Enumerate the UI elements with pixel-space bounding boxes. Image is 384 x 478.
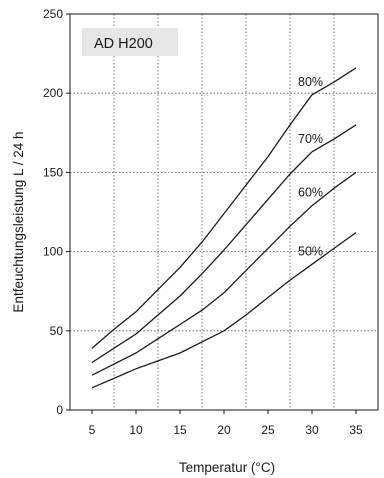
y-tick-label: 200 (43, 86, 63, 100)
y-tick-label: 50 (50, 324, 64, 338)
series-line-50pct (91, 232, 357, 389)
series-line-80pct (91, 67, 357, 349)
x-tick-label: 20 (217, 423, 231, 437)
x-tick-label: 30 (305, 423, 319, 437)
x-tick-label: 15 (173, 423, 187, 437)
y-tick-label: 250 (43, 7, 63, 21)
series-labels: 80% 70% 60% 50% (298, 75, 323, 258)
y-axis-title: Entfeuchtungsleistung L / 24 h (11, 131, 26, 312)
series-line-70pct (91, 124, 357, 364)
y-tick-label: 0 (56, 403, 63, 417)
plot-frame (69, 13, 379, 411)
series-label-80pct: 80% (298, 75, 323, 89)
y-tick-label: 150 (43, 165, 63, 179)
x-tick-label: 10 (129, 423, 143, 437)
chart-title-box: AD H200 (82, 28, 178, 56)
series-lines (91, 67, 357, 389)
x-tick-label: 5 (89, 423, 96, 437)
chart-title: AD H200 (94, 36, 153, 52)
tick-labels: 0 50 100 150 200 250 5 10 15 20 25 30 35 (43, 7, 363, 437)
y-tick-label: 100 (43, 245, 63, 259)
x-axis-title: Temperatur (°C) (179, 460, 275, 475)
series-label-50pct: 50% (298, 244, 323, 258)
axes (66, 13, 379, 414)
series-label-70pct: 70% (298, 132, 323, 146)
x-tick-label: 35 (349, 423, 363, 437)
series-label-60pct: 60% (298, 186, 323, 200)
title-background (82, 28, 178, 56)
x-tick-label: 25 (261, 423, 275, 437)
grid-lines (70, 14, 378, 410)
series-line-60pct (91, 171, 357, 376)
